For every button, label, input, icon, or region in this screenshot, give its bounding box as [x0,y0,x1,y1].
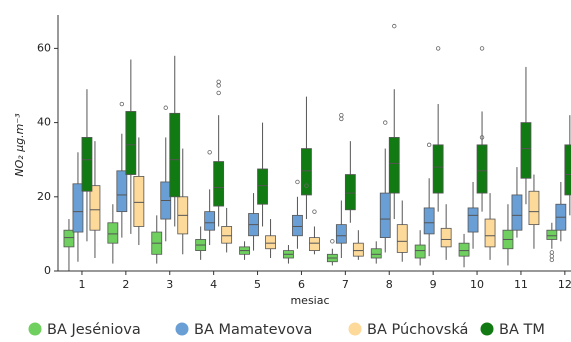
box [301,148,312,196]
x-tick-label: 5 [254,278,261,291]
box [257,168,268,205]
box [511,194,523,231]
x-axis-label: mesiac [290,294,329,307]
box [520,122,532,179]
outlier [216,83,221,88]
box [221,226,233,244]
x-tick-label: 9 [430,278,437,291]
outlier [330,239,335,244]
box [309,237,320,251]
box [265,235,276,250]
y-tick-label: 20 [37,190,51,203]
box [169,112,181,198]
box [63,229,75,248]
outlier [304,183,309,188]
legend-marker [175,322,189,336]
outlier [216,90,221,96]
x-tick-label: 6 [298,278,305,291]
box [476,144,488,194]
box [344,174,356,211]
outlier [216,79,221,84]
outlier [392,23,397,29]
box [370,248,382,259]
box [484,218,496,248]
outlier [339,112,344,118]
box [125,111,137,175]
box [204,211,216,231]
box [107,222,119,244]
x-tick-label: 10 [470,278,484,291]
legend-label: BA Jeséniova [47,322,141,338]
y-tick-label: 40 [37,116,51,129]
outlier [549,253,555,259]
box [432,144,444,194]
x-tick-label: 12 [558,278,571,291]
box [440,227,452,248]
outlier [339,116,344,122]
y-axis-label: NO₂ μg.m⁻³ [13,113,26,177]
box [335,224,347,244]
x-tick-label: 2 [122,278,129,291]
box [213,161,225,207]
outlier [549,257,555,263]
box [388,137,400,194]
box [467,207,479,233]
y-tick-label: 0 [44,264,51,277]
box [423,207,435,235]
y-tick-label: 60 [37,41,51,54]
box [352,242,364,257]
x-tick-label: 4 [210,278,217,291]
outlier [163,105,168,110]
x-tick-label: 7 [342,278,349,291]
legend-label: BA Mamatevova [194,322,312,338]
outlier [312,209,317,214]
legend-label: BA TM [499,322,545,338]
x-tick-label: 8 [386,278,393,291]
legend-marker [480,322,494,336]
legend-marker [28,322,42,336]
box [546,229,558,240]
x-tick-label: 11 [514,278,528,291]
outlier [119,101,125,107]
box [133,175,145,227]
box [528,190,540,226]
box [72,183,84,233]
x-tick-label: 1 [78,278,85,291]
outlier [295,179,300,185]
outlier [479,135,485,140]
outlier [207,150,212,155]
plot-area [63,23,571,271]
outlier [479,46,485,51]
box [89,185,101,231]
box [379,192,391,239]
box [458,242,470,257]
legend-marker [348,322,362,336]
outlier [426,142,432,148]
box [414,244,426,259]
outlier [549,250,555,255]
box [292,214,303,237]
legend-label: BA Púchovská [367,322,468,338]
box [116,170,128,213]
outlier [383,120,388,125]
outlier [435,46,441,51]
x-tick-label: 3 [166,278,173,291]
box [564,144,571,196]
box [81,137,93,192]
box [396,224,408,253]
